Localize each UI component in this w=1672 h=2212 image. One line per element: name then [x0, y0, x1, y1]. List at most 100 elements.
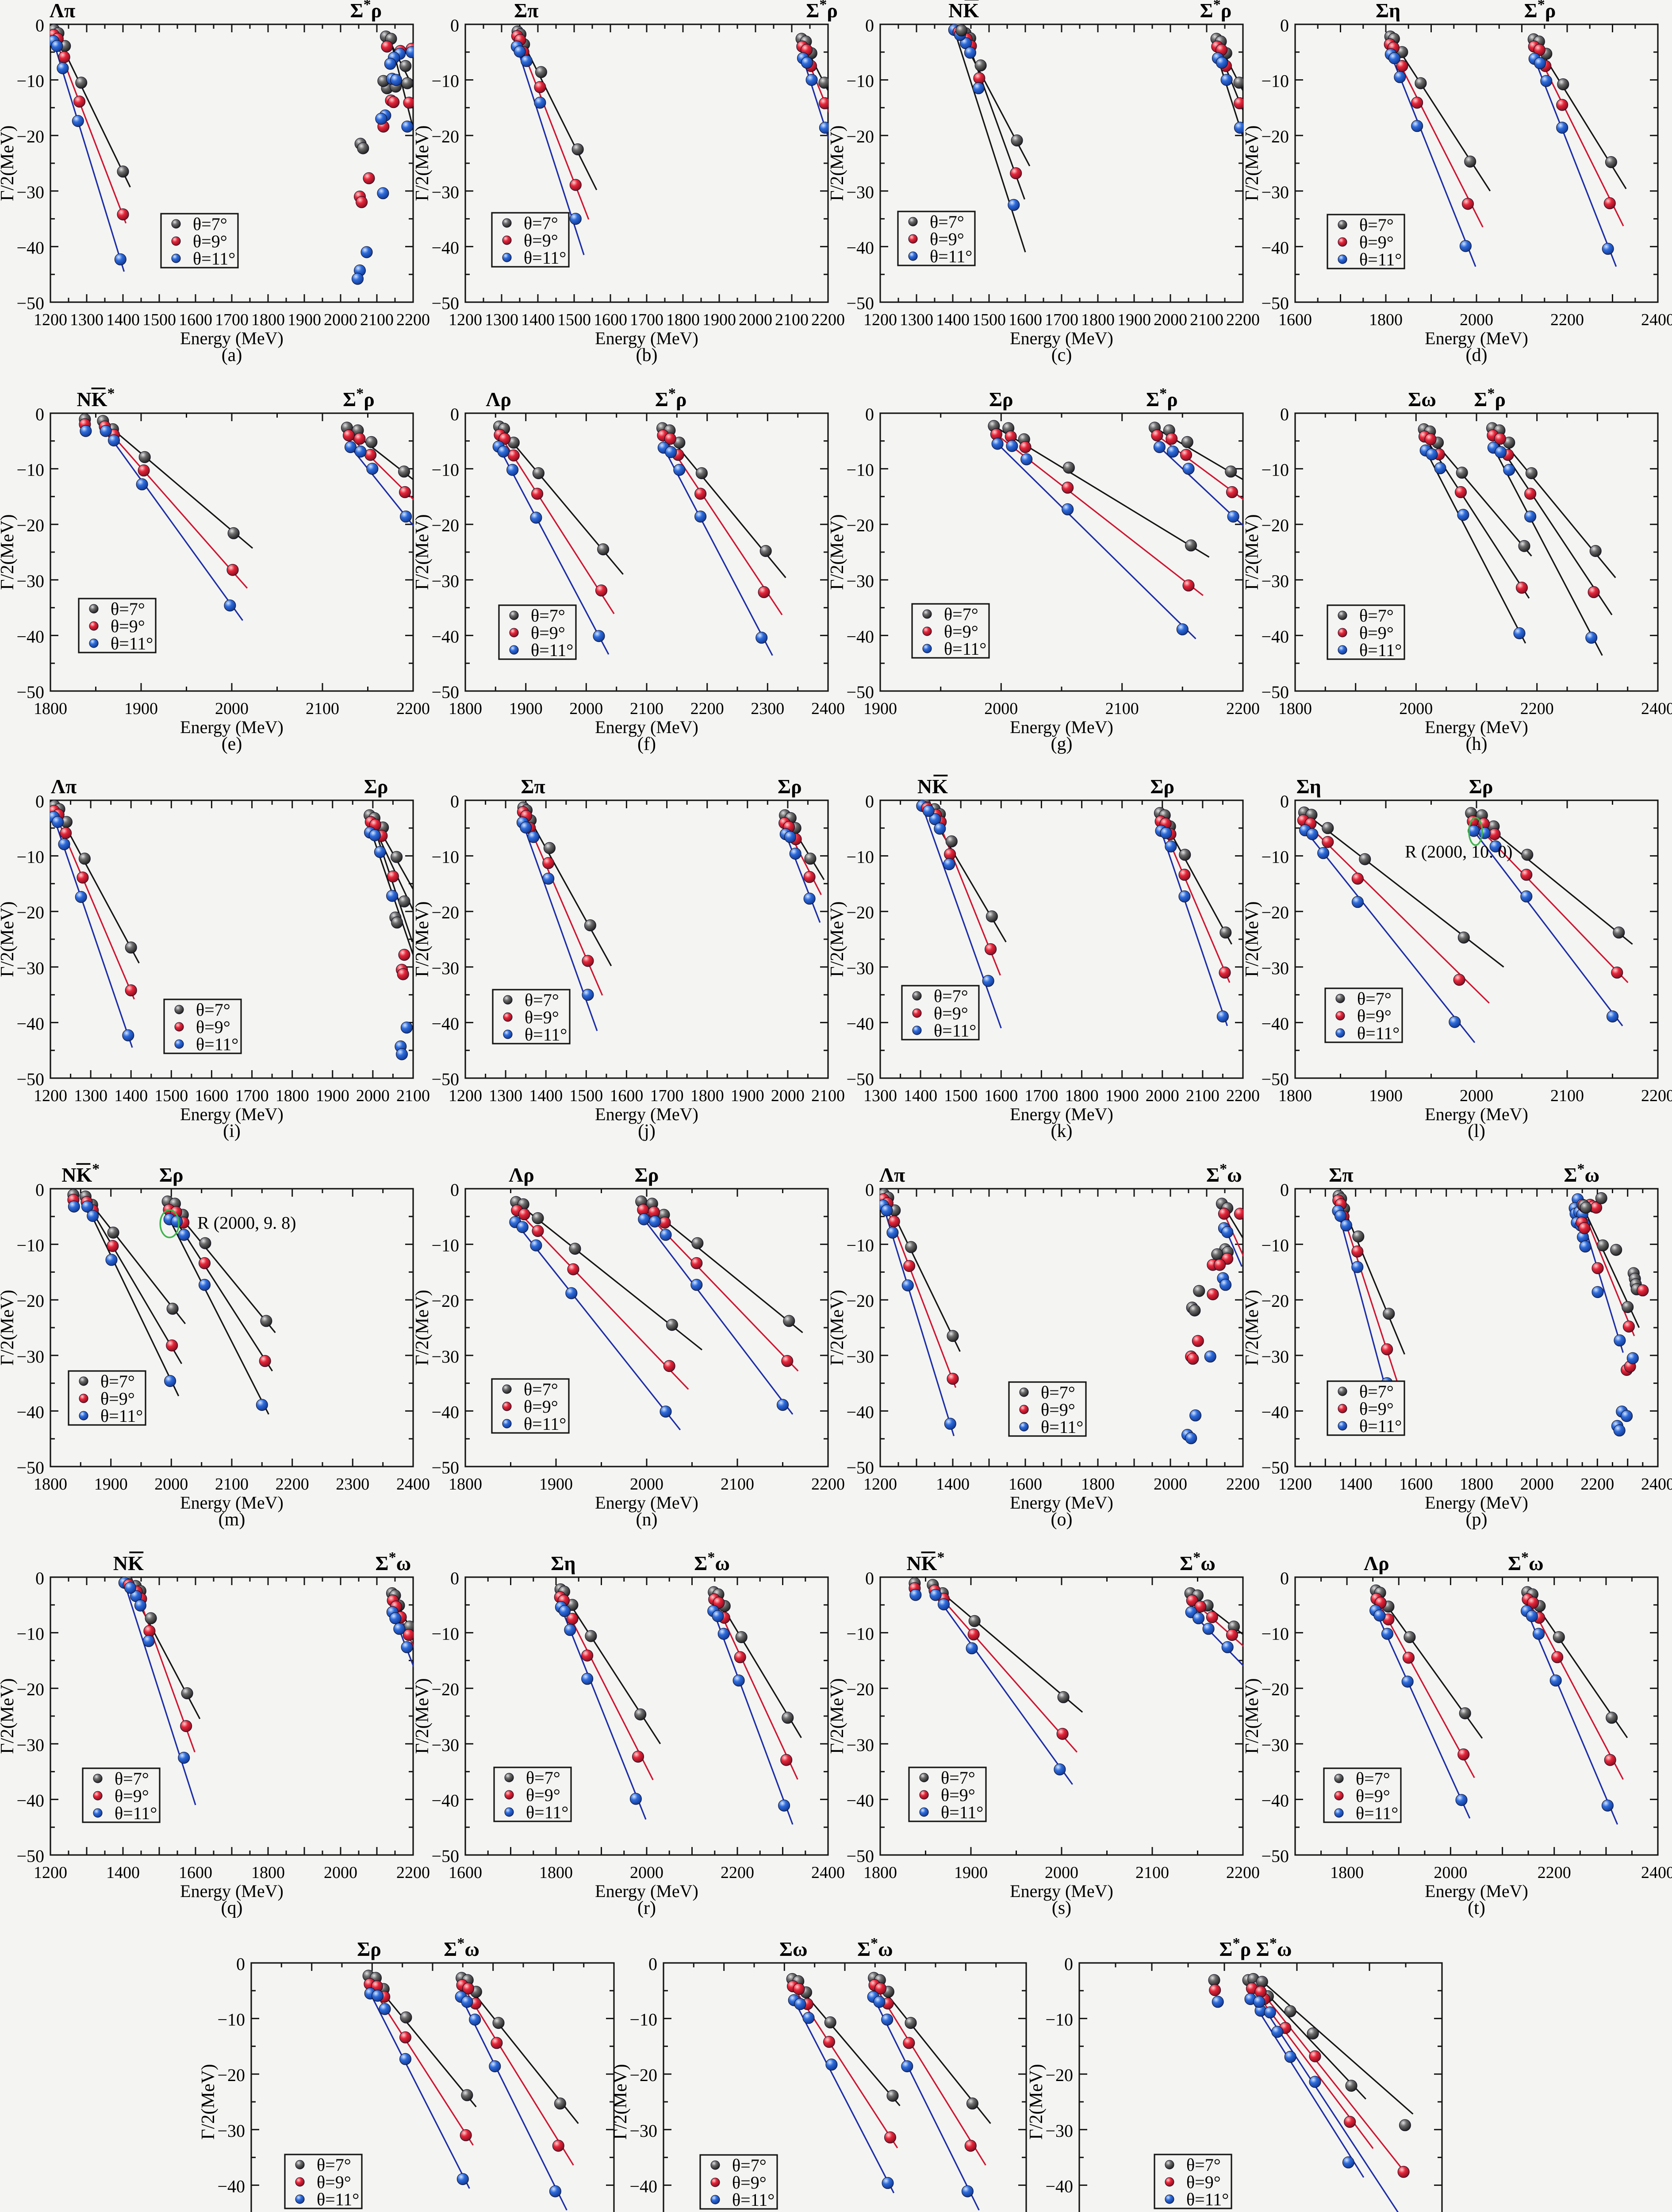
- svg-text:−30: −30: [431, 958, 459, 978]
- svg-text:−40: −40: [1261, 1790, 1289, 1810]
- svg-text:R (2000, 9. 8): R (2000, 9. 8): [197, 1213, 296, 1233]
- svg-text:−20: −20: [16, 127, 44, 146]
- svg-text:1500: 1500: [557, 311, 591, 329]
- svg-text:1900: 1900: [1117, 311, 1151, 329]
- svg-text:−20: −20: [1261, 1291, 1289, 1311]
- svg-text:2300: 2300: [336, 1475, 369, 1494]
- svg-text:Σ*ω: Σ*ω: [1564, 1161, 1599, 1186]
- svg-text:1500: 1500: [154, 1087, 188, 1105]
- svg-text:1200: 1200: [863, 311, 897, 329]
- svg-text:Γ/2(MeV): Γ/2(MeV): [0, 1678, 18, 1754]
- svg-text:Energy (MeV): Energy (MeV): [1010, 1493, 1113, 1513]
- svg-text:−40: −40: [846, 238, 874, 257]
- svg-text:0: 0: [450, 15, 459, 35]
- svg-text:0: 0: [450, 404, 459, 424]
- svg-text:−20: −20: [1261, 1679, 1289, 1699]
- svg-text:2000: 2000: [1146, 1087, 1179, 1105]
- svg-text:2000: 2000: [215, 699, 249, 718]
- svg-text:−40: −40: [1261, 1014, 1289, 1033]
- svg-text:1900: 1900: [94, 1475, 128, 1494]
- svg-text:Energy (MeV): Energy (MeV): [1425, 328, 1528, 348]
- svg-text:−20: −20: [629, 2065, 657, 2085]
- svg-text:2000: 2000: [324, 1863, 357, 1882]
- svg-text:0: 0: [35, 404, 44, 424]
- svg-text:0: 0: [35, 1180, 44, 1200]
- svg-text:−30: −30: [846, 1347, 874, 1367]
- svg-text:1700: 1700: [1024, 1087, 1058, 1105]
- svg-text:0: 0: [35, 1568, 44, 1588]
- svg-text:Energy (MeV): Energy (MeV): [1425, 1104, 1528, 1124]
- svg-text:−50: −50: [1261, 1069, 1289, 1089]
- svg-text:0: 0: [450, 1568, 459, 1588]
- svg-text:Ση: Ση: [551, 1552, 575, 1575]
- svg-text:1600: 1600: [1399, 1475, 1433, 1494]
- svg-text:−40: −40: [217, 2176, 245, 2196]
- svg-text:Λπ: Λπ: [879, 1164, 905, 1186]
- svg-text:Σπ: Σπ: [521, 775, 545, 798]
- svg-text:1800: 1800: [539, 1863, 573, 1882]
- svg-text:(e): (e): [222, 734, 242, 754]
- svg-text:−20: −20: [431, 515, 459, 535]
- svg-text:Σρ: Σρ: [357, 1938, 381, 1960]
- svg-text:Energy (MeV): Energy (MeV): [595, 1493, 698, 1513]
- svg-text:(g): (g): [1051, 734, 1073, 754]
- svg-text:−10: −10: [846, 1236, 874, 1256]
- svg-text:0: 0: [450, 1180, 459, 1200]
- svg-text:−40: −40: [1261, 238, 1289, 257]
- svg-text:0: 0: [1280, 15, 1289, 35]
- svg-text:−30: −30: [16, 958, 44, 978]
- svg-text:1300: 1300: [74, 1087, 107, 1105]
- svg-text:2000: 2000: [1434, 1863, 1467, 1882]
- svg-text:1900: 1900: [509, 699, 543, 718]
- svg-text:−10: −10: [1261, 1236, 1289, 1256]
- svg-text:−50: −50: [431, 1458, 459, 1478]
- svg-text:Σ*ρ: Σ*ρ: [1146, 385, 1178, 411]
- svg-text:(l): (l): [1468, 1121, 1485, 1141]
- svg-text:Λπ: Λπ: [51, 775, 77, 798]
- svg-text:0: 0: [35, 15, 44, 35]
- svg-text:Γ/2(MeV): Γ/2(MeV): [1026, 2064, 1047, 2139]
- svg-text:−20: −20: [846, 515, 874, 535]
- svg-text:1600: 1600: [179, 1863, 212, 1882]
- svg-text:Γ/2(MeV): Γ/2(MeV): [412, 1290, 433, 1365]
- svg-text:Γ/2(MeV): Γ/2(MeV): [1242, 514, 1262, 590]
- svg-text:2100: 2100: [360, 311, 394, 329]
- svg-text:Γ/2(MeV): Γ/2(MeV): [0, 514, 18, 590]
- svg-text:Γ/2(MeV): Γ/2(MeV): [412, 1678, 433, 1754]
- svg-text:−50: −50: [846, 1846, 874, 1866]
- svg-text:Σρ: Σρ: [989, 388, 1013, 411]
- svg-text:1800: 1800: [449, 1475, 482, 1494]
- svg-text:−10: −10: [16, 847, 44, 867]
- svg-text:(p): (p): [1466, 1509, 1488, 1530]
- svg-text:2100: 2100: [1190, 311, 1223, 329]
- svg-text:2000: 2000: [1520, 1475, 1554, 1494]
- svg-text:−10: −10: [1261, 460, 1289, 480]
- svg-text:−20: −20: [846, 902, 874, 922]
- svg-text:Σρ: Σρ: [635, 1164, 659, 1186]
- svg-text:1800: 1800: [690, 1087, 724, 1105]
- svg-text:−20: −20: [431, 127, 459, 146]
- svg-text:−30: −30: [846, 571, 874, 591]
- svg-text:0: 0: [865, 15, 874, 35]
- svg-text:2200: 2200: [1226, 699, 1260, 718]
- svg-text:1900: 1900: [539, 1475, 573, 1494]
- svg-text:Σρ: Σρ: [1150, 775, 1174, 798]
- svg-text:−50: −50: [1261, 1846, 1289, 1866]
- svg-text:Γ/2(MeV): Γ/2(MeV): [1242, 901, 1262, 977]
- svg-text:Σ*ρ: Σ*ρ: [1524, 0, 1556, 22]
- svg-text:−10: −10: [16, 460, 44, 480]
- svg-text:2000: 2000: [154, 1475, 188, 1494]
- svg-text:NK: NK: [948, 0, 979, 22]
- svg-text:2000: 2000: [1045, 1863, 1078, 1882]
- svg-text:Γ/2(MeV): Γ/2(MeV): [198, 2064, 219, 2139]
- svg-text:1200: 1200: [449, 311, 482, 329]
- svg-text:Σ*ω: Σ*ω: [444, 1935, 479, 1960]
- svg-text:Σω: Σω: [1408, 388, 1436, 411]
- svg-text:−50: −50: [846, 1069, 874, 1089]
- svg-text:−30: −30: [16, 182, 44, 202]
- svg-text:−30: −30: [629, 2121, 657, 2141]
- svg-text:(n): (n): [636, 1509, 658, 1530]
- svg-text:1900: 1900: [954, 1863, 988, 1882]
- svg-text:0: 0: [865, 791, 874, 811]
- svg-text:Σρ: Σρ: [1469, 775, 1493, 798]
